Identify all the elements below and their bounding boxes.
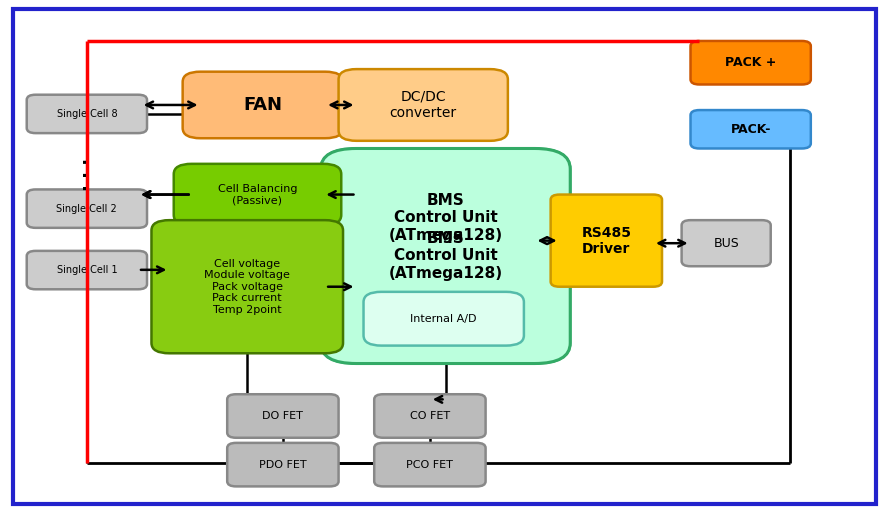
FancyBboxPatch shape	[691, 41, 811, 84]
FancyBboxPatch shape	[682, 220, 771, 266]
FancyBboxPatch shape	[27, 189, 147, 228]
Text: DO FET: DO FET	[263, 411, 303, 421]
Text: PACK-: PACK-	[731, 123, 771, 136]
Text: Single Cell 1: Single Cell 1	[56, 265, 118, 275]
Text: BUS: BUS	[714, 237, 739, 250]
FancyBboxPatch shape	[151, 220, 343, 353]
Text: Single Cell 2: Single Cell 2	[56, 204, 118, 214]
FancyBboxPatch shape	[174, 164, 341, 225]
Text: RS485
Driver: RS485 Driver	[581, 226, 632, 255]
Text: PACK +: PACK +	[725, 56, 776, 69]
Text: Cell voltage
Module voltage
Pack voltage
Pack current
Temp 2point: Cell voltage Module voltage Pack voltage…	[204, 259, 290, 315]
Text: DC/DC
converter: DC/DC converter	[389, 90, 457, 120]
FancyBboxPatch shape	[13, 9, 876, 504]
Text: PCO FET: PCO FET	[406, 460, 454, 470]
Text: Internal A/D: Internal A/D	[411, 314, 477, 324]
FancyBboxPatch shape	[374, 394, 486, 438]
Text: Single Cell 8: Single Cell 8	[56, 109, 118, 119]
FancyBboxPatch shape	[321, 148, 570, 364]
Text: Cell Balancing
(Passive): Cell Balancing (Passive)	[217, 184, 298, 205]
FancyBboxPatch shape	[374, 443, 486, 486]
Text: CO FET: CO FET	[410, 411, 450, 421]
Text: FAN: FAN	[243, 96, 282, 114]
Text: PDO FET: PDO FET	[259, 460, 307, 470]
FancyBboxPatch shape	[321, 148, 570, 364]
FancyBboxPatch shape	[551, 195, 662, 287]
FancyBboxPatch shape	[227, 443, 339, 486]
FancyBboxPatch shape	[27, 251, 147, 289]
FancyBboxPatch shape	[364, 292, 524, 346]
FancyBboxPatch shape	[27, 95, 147, 133]
FancyBboxPatch shape	[339, 69, 508, 141]
Text: BMS
Control Unit
(ATmega128): BMS Control Unit (ATmega128)	[388, 193, 503, 243]
Text: BMS
Control Unit
(ATmega128): BMS Control Unit (ATmega128)	[388, 231, 503, 281]
FancyBboxPatch shape	[227, 394, 339, 438]
FancyBboxPatch shape	[183, 72, 343, 138]
FancyBboxPatch shape	[691, 110, 811, 148]
Text: · · ·: · · ·	[78, 158, 96, 190]
